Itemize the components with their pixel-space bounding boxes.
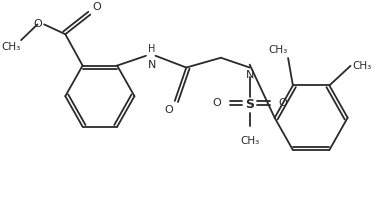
Text: N: N (245, 70, 254, 81)
Text: O: O (279, 98, 287, 108)
Text: O: O (212, 98, 221, 108)
Text: CH₃: CH₃ (1, 42, 20, 52)
Text: O: O (34, 19, 42, 29)
Text: CH₃: CH₃ (353, 61, 372, 71)
Text: H: H (148, 44, 155, 54)
Text: N: N (148, 60, 156, 70)
Text: O: O (92, 2, 101, 12)
Text: CH₃: CH₃ (269, 45, 288, 55)
Text: S: S (245, 98, 254, 111)
Text: O: O (164, 105, 173, 115)
Text: CH₃: CH₃ (240, 136, 259, 146)
